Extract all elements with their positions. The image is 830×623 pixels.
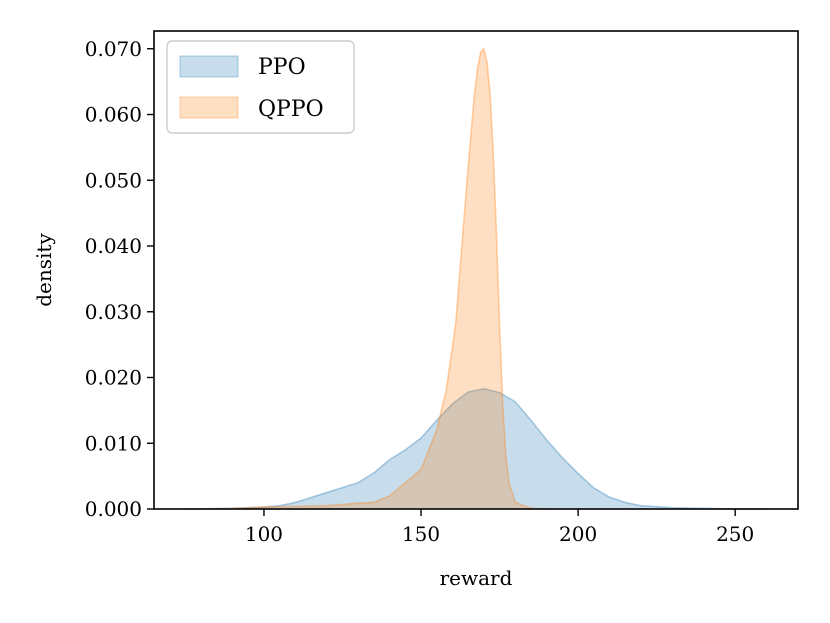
x-tick-label: 100 — [245, 522, 283, 546]
plot-frame — [153, 30, 799, 510]
legend-label-qppo: QPPO — [258, 97, 324, 122]
y-tick-label: 0.060 — [85, 103, 142, 127]
x-tick-label: 150 — [402, 522, 440, 546]
y-tick-label: 0.020 — [85, 366, 142, 390]
legend-swatch-qppo — [179, 96, 239, 119]
y-tick-label: 0.030 — [85, 300, 142, 324]
y-axis-label: density — [32, 233, 56, 307]
series-area-ppo — [185, 388, 767, 509]
y-tick-label: 0.040 — [85, 234, 142, 258]
legend: PPO QPPO — [166, 40, 355, 134]
legend-box — [166, 40, 355, 134]
series-line-ppo — [185, 387, 767, 510]
series-line-qppo — [216, 47, 547, 510]
y-axis: 0.000 0.010 0.020 0.030 0.040 0.050 0.060 0.070 — [85, 37, 154, 521]
legend-label-ppo: PPO — [258, 55, 306, 80]
x-tick-label: 200 — [559, 522, 597, 546]
x-tick-label: 250 — [716, 522, 754, 546]
series-area-qppo — [216, 48, 547, 509]
x-axis: 100 150 200 250 — [245, 509, 754, 546]
series-layer — [185, 47, 767, 510]
x-axis-label: reward — [440, 566, 513, 590]
y-tick-label: 0.010 — [85, 431, 142, 455]
legend-swatch-ppo — [179, 55, 239, 78]
y-tick-label: 0.050 — [85, 168, 142, 192]
y-tick-label: 0.000 — [85, 497, 142, 521]
y-tick-label: 0.070 — [85, 37, 142, 61]
